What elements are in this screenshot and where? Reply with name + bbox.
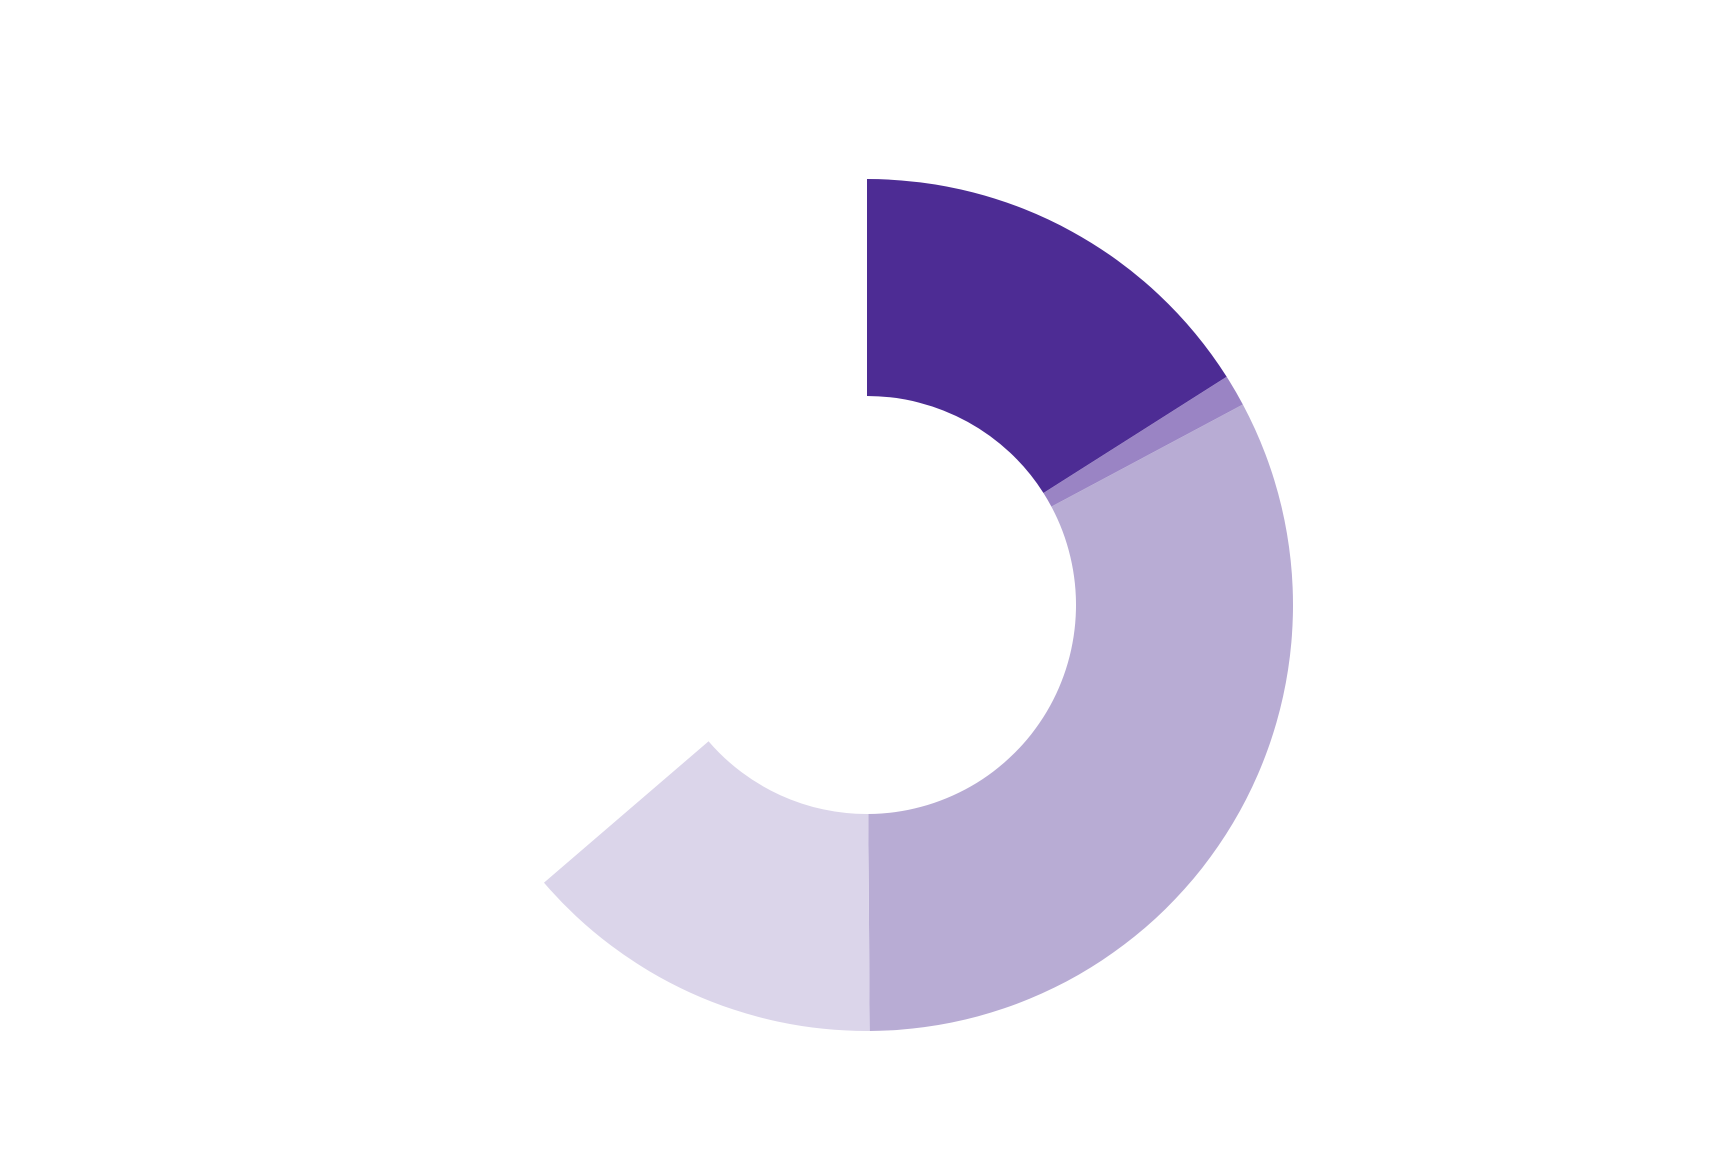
donut-segment (543, 741, 870, 1031)
donut-segment (1043, 376, 1243, 507)
donut-segment (867, 179, 1227, 494)
donut-segment (868, 404, 1293, 1031)
donut-segment (441, 178, 867, 883)
